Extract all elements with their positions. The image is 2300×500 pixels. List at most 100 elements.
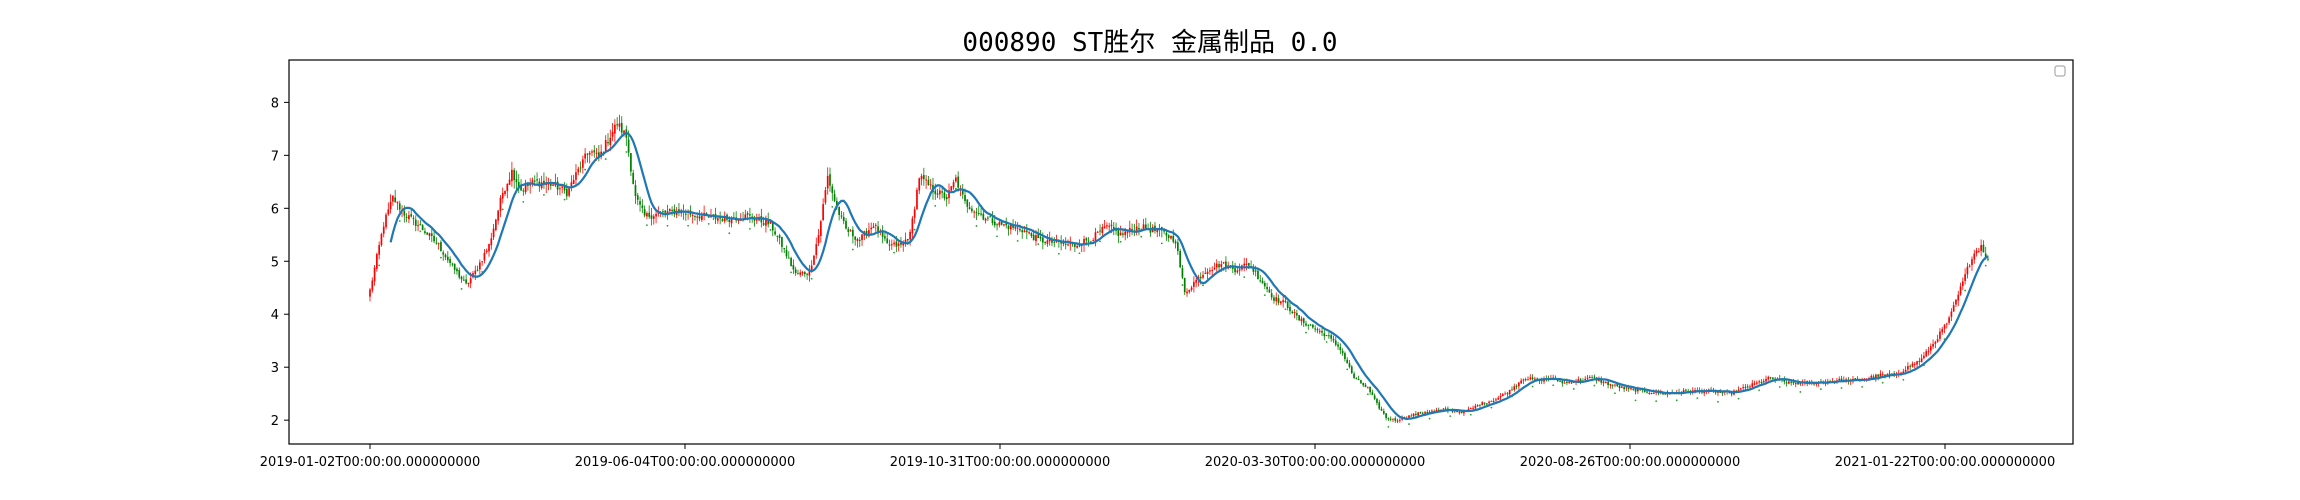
candle-body bbox=[627, 139, 630, 153]
candle-body bbox=[515, 179, 518, 183]
candle-body bbox=[1721, 392, 1724, 394]
candle-body bbox=[1927, 351, 1930, 353]
candle-body bbox=[801, 272, 804, 274]
candle-body bbox=[1252, 266, 1255, 272]
signal-dot bbox=[1160, 242, 1163, 245]
candle-body bbox=[1529, 377, 1532, 380]
signal-dot bbox=[1263, 294, 1266, 297]
candle-body bbox=[989, 216, 992, 218]
signal-dot bbox=[851, 248, 854, 251]
candle-body bbox=[1751, 383, 1754, 387]
candle-body bbox=[776, 235, 779, 237]
candle-body bbox=[1877, 374, 1880, 377]
candle-body bbox=[1110, 224, 1113, 227]
candle-body bbox=[794, 269, 797, 274]
candle-body bbox=[1888, 373, 1891, 376]
candle-body bbox=[1650, 393, 1653, 395]
candle-body bbox=[1524, 379, 1527, 381]
candle-body bbox=[911, 218, 914, 234]
candle-body bbox=[1096, 231, 1099, 233]
candle-body bbox=[1064, 243, 1067, 245]
candle-body bbox=[1749, 386, 1751, 388]
candle-body bbox=[1765, 378, 1767, 382]
candle-body bbox=[941, 191, 943, 193]
signal-dot bbox=[1037, 243, 1040, 246]
candle-body bbox=[1517, 382, 1520, 387]
candle-body bbox=[485, 250, 488, 252]
candle-body bbox=[1630, 388, 1632, 390]
candle-body bbox=[490, 238, 493, 246]
candle-body bbox=[700, 215, 703, 221]
candle-body bbox=[1382, 411, 1385, 414]
candle-body bbox=[1254, 270, 1257, 272]
candle-body bbox=[476, 269, 479, 271]
candle-body bbox=[1488, 401, 1490, 404]
candle-body bbox=[1440, 409, 1442, 411]
candle-body bbox=[1309, 324, 1312, 326]
signal-dot bbox=[563, 198, 566, 201]
candle-body bbox=[1263, 283, 1266, 287]
candle-body bbox=[1504, 393, 1506, 395]
candle-body bbox=[465, 279, 467, 284]
candle-body bbox=[1913, 363, 1916, 365]
candle-body bbox=[570, 182, 573, 188]
signal-dot bbox=[1737, 397, 1740, 400]
signal-dot bbox=[1861, 385, 1864, 388]
candle-body bbox=[556, 181, 559, 190]
candle-body bbox=[1087, 240, 1090, 242]
candle-body bbox=[1971, 259, 1973, 266]
candle-body bbox=[1604, 382, 1607, 384]
candle-body bbox=[662, 211, 664, 213]
signal-dot bbox=[1057, 252, 1060, 255]
candle-body bbox=[813, 255, 815, 265]
candle-body bbox=[884, 236, 886, 239]
candle-body bbox=[1108, 225, 1111, 227]
candle-body bbox=[1600, 379, 1603, 383]
candle-body bbox=[1916, 361, 1918, 365]
candle-body bbox=[1945, 323, 1948, 325]
candle-body bbox=[792, 265, 795, 270]
candle-body bbox=[417, 225, 419, 227]
candle-body bbox=[1101, 226, 1104, 233]
signal-dot bbox=[1881, 381, 1884, 384]
signal-dot bbox=[522, 200, 525, 203]
candle-body bbox=[881, 231, 884, 237]
candle-body bbox=[1408, 415, 1410, 418]
candle-body bbox=[1616, 383, 1619, 387]
candle-body bbox=[389, 201, 392, 210]
candle-body bbox=[1760, 382, 1763, 384]
candle-body bbox=[918, 178, 921, 191]
signal-dot bbox=[1614, 392, 1616, 395]
candle-body bbox=[817, 235, 820, 243]
candle-body bbox=[913, 209, 916, 218]
x-tick-label: 2019-06-04T00:00:00.000000000 bbox=[575, 455, 795, 470]
candle-body bbox=[893, 242, 895, 245]
signal-dot bbox=[748, 227, 751, 230]
candle-body bbox=[1323, 333, 1326, 337]
candle-body bbox=[1305, 323, 1307, 326]
candle-body bbox=[1421, 412, 1424, 414]
candle-body bbox=[803, 272, 806, 275]
candle-body bbox=[1167, 235, 1170, 239]
candle-body bbox=[1410, 415, 1413, 417]
signal-dot bbox=[810, 277, 813, 280]
candle-body bbox=[1094, 232, 1097, 242]
candle-body bbox=[1744, 386, 1747, 388]
candle-body bbox=[950, 186, 953, 191]
candle-body bbox=[1014, 226, 1017, 229]
signal-dot bbox=[1387, 425, 1390, 428]
candle-body bbox=[382, 226, 385, 234]
candle-body bbox=[1385, 413, 1387, 419]
candle-body bbox=[453, 263, 456, 270]
candle-body bbox=[1341, 350, 1344, 354]
candle-body bbox=[1437, 409, 1440, 411]
candle-body bbox=[1939, 331, 1941, 339]
candle-body bbox=[1950, 311, 1953, 317]
candle-body bbox=[529, 184, 532, 186]
candle-body bbox=[858, 239, 861, 241]
candle-body bbox=[1568, 382, 1571, 384]
candle-body bbox=[467, 282, 470, 285]
candle-body bbox=[1632, 388, 1635, 390]
signal-dot bbox=[1758, 389, 1761, 392]
candle-body bbox=[746, 213, 749, 215]
